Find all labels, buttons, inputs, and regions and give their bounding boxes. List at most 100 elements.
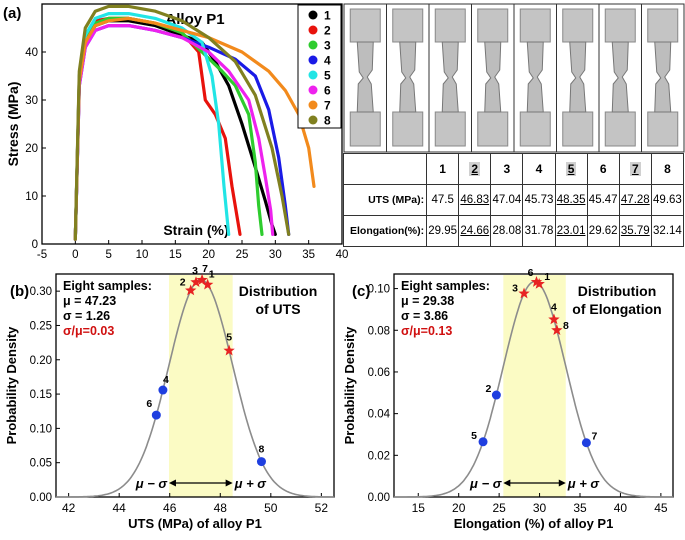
legend-marker — [308, 85, 318, 95]
table-elongation-row: Elongation(%): 29.95 24.66 28.08 31.78 2… — [342, 215, 685, 247]
uts-stats-mu: μ = 47.23 — [63, 294, 116, 308]
legend-label: 8 — [324, 114, 331, 128]
uts-mu-minus-sigma: μ − σ — [135, 476, 169, 491]
legend-label: 5 — [324, 69, 331, 83]
properties-table: 1 2 3 4 5 6 7 8 UTS (MPa): 47.5 46.83 47… — [342, 153, 685, 247]
x-tick-label: 20 — [202, 249, 215, 261]
y-tick-label: 0.00 — [30, 492, 52, 504]
table-header-row: 1 2 3 4 5 6 7 8 — [342, 153, 685, 185]
x-tick-label: 30 — [269, 249, 282, 261]
y-tick-label: 0.25 — [30, 320, 52, 332]
y-tick-label: 0.30 — [30, 286, 52, 298]
elong-point-label: 4 — [551, 301, 557, 313]
specimen-grip-bottom — [604, 111, 636, 147]
specimen-grip-bottom — [562, 111, 594, 147]
specimen-gauge — [654, 41, 672, 113]
uts-y-axis-label: Probability Density — [4, 326, 19, 445]
x-tick-label: -5 — [37, 249, 47, 261]
specimen-4 — [477, 8, 509, 147]
table-sample-header: 1 — [426, 153, 460, 185]
x-tick-label: 46 — [163, 501, 177, 515]
legend-label: 2 — [324, 24, 331, 38]
specimen-1 — [349, 8, 381, 147]
elong-arrow-head-left — [503, 479, 511, 487]
specimen-grip-top — [392, 8, 424, 43]
x-tick-label: 50 — [264, 501, 278, 515]
elong-x-axis-label: Elongation (%) of alloy P1 — [454, 516, 614, 531]
uts-stats-ratio: σ/μ=0.03 — [63, 324, 114, 338]
stress-strain-frame — [41, 3, 343, 245]
x-tick-label: 15 — [169, 249, 182, 261]
uts-stats-sigma: σ = 1.26 — [63, 309, 110, 323]
specimen-grip-bottom — [519, 111, 551, 147]
specimen-3 — [434, 8, 466, 147]
specimen-grip-top — [477, 8, 509, 43]
table-sample-header: 6 — [586, 153, 620, 185]
specimen-gauge — [441, 41, 459, 113]
x-tick-label: 44 — [113, 501, 127, 515]
specimen-gauge — [399, 41, 417, 113]
chart-title: Alloy P1 — [165, 11, 224, 28]
specimen-5 — [519, 8, 551, 147]
uts-point-2 — [185, 284, 197, 296]
uts-arrow-head-left — [168, 479, 176, 487]
uts-sigma-band — [168, 275, 233, 497]
legend-marker — [308, 40, 318, 50]
elongation-cell: 35.79 — [618, 215, 652, 247]
panel-label-a: (a) — [3, 5, 21, 22]
y-tick-label: 30 — [25, 95, 38, 107]
uts-point-8 — [256, 457, 266, 467]
uts-subtitle: of UTS — [255, 301, 300, 317]
uts-point-3 — [190, 276, 202, 288]
uts-subtitle: Distribution — [239, 283, 318, 299]
uts-point-label: 1 — [209, 269, 215, 281]
elong-point-label: 8 — [563, 320, 569, 332]
y-tick-label: 10 — [25, 191, 38, 203]
uts-cell: 45.73 — [522, 184, 556, 216]
elong-point-label: 3 — [512, 282, 518, 294]
specimen-grip-top — [519, 8, 551, 43]
specimen-gauge — [526, 41, 544, 113]
x-tick-label: 40 — [614, 501, 628, 515]
specimen-grip-bottom — [349, 111, 381, 147]
elong-mu-minus-sigma: μ − σ — [469, 476, 503, 491]
uts-stats-header: Eight samples: — [63, 279, 152, 293]
legend-marker — [308, 115, 318, 125]
x-tick-label: 20 — [452, 501, 466, 515]
table-sample-header: 4 — [522, 153, 556, 185]
specimen-grip-bottom — [392, 111, 424, 147]
series-line-7 — [73, 16, 316, 241]
legend-label: 4 — [324, 54, 331, 68]
x-tick-label: 52 — [315, 501, 329, 515]
elong-point-label: 7 — [591, 431, 597, 443]
x-tick-label: 10 — [136, 249, 149, 261]
elong-point-label: 6 — [528, 267, 534, 279]
y-tick-label: 0.02 — [368, 450, 390, 462]
uts-frame — [55, 273, 335, 498]
uts-point-6 — [151, 410, 161, 420]
legend-label: 7 — [324, 99, 331, 113]
uts-point-label: 6 — [146, 398, 152, 410]
specimen-6 — [562, 8, 594, 147]
x-tick-label: 30 — [533, 501, 547, 515]
uts-cell: 47.04 — [490, 184, 524, 216]
legend-box — [297, 4, 342, 129]
elong-point-5 — [478, 437, 488, 447]
elong-stats-header: Eight samples: — [401, 279, 490, 293]
x-tick-label: 25 — [236, 249, 249, 261]
elongation-row-label: Elongation(%): — [342, 215, 428, 247]
table-uts-row: UTS (MPa): 47.5 46.83 47.04 45.73 48.35 … — [342, 184, 685, 216]
uts-cell: 49.63 — [650, 184, 685, 216]
y-tick-label: 0 — [32, 239, 38, 251]
uts-arrow-head-right — [225, 479, 233, 487]
y-tick-label: 40 — [25, 47, 38, 59]
y-tick-label: 20 — [25, 143, 38, 155]
specimen-grip-bottom — [434, 111, 466, 147]
elong-point-2 — [491, 390, 501, 400]
uts-row-label: UTS (MPa): — [342, 184, 428, 216]
elong-point-label: 5 — [471, 430, 477, 442]
elong-stats-mu: μ = 29.38 — [401, 294, 454, 308]
specimen-gauge — [484, 41, 502, 113]
y-tick-label: 0.06 — [368, 367, 390, 379]
